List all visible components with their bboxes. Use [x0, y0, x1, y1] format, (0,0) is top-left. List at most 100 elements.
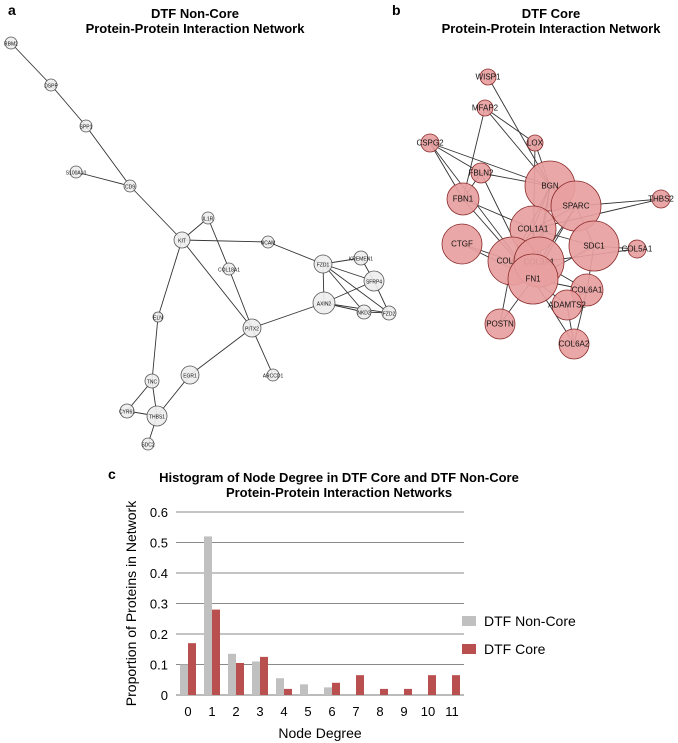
noncore-node-label-tnc: TNC — [147, 379, 158, 385]
noncore-node-fzd2: FZD2 — [381, 305, 397, 321]
noncore-node-ncam: NCAM — [261, 235, 275, 249]
chart-x-ticks: 0 1 2 3 4 5 6 7 8 9 10 11 — [184, 704, 458, 719]
bar-dtf-core-9 — [404, 688, 412, 695]
x-tick-label-11: 11 — [445, 704, 459, 719]
core-node-lox: LOX — [526, 134, 544, 152]
noncore-node-label-spp1: SPP1 — [80, 124, 93, 130]
noncore-node-label-col18a1: COL18A1 — [218, 267, 240, 273]
core-node-circle-ctgf — [441, 223, 483, 265]
panel-a-title: DTF Non-Core Protein-Protein Interaction… — [60, 6, 330, 36]
noncore-node-circle-sdc2 — [141, 437, 155, 451]
noncore-node-label-eln: ELN — [153, 315, 163, 321]
core-node-label-col6a1: COL6A1 — [572, 285, 603, 294]
noncore-node-circle-thbs1 — [146, 405, 168, 427]
core-node-cspg2: CSPG2 — [416, 133, 444, 153]
noncore-node-circle-kit — [173, 231, 191, 249]
noncore-node-label-dspp: DSPP — [44, 83, 58, 89]
bar-dtf-core-11 — [452, 675, 460, 695]
core-node-label-thbs2: THBS2 — [648, 194, 674, 203]
noncore-node-label-fzd1: FZD1 — [317, 262, 330, 268]
noncore-node-label-rbm2: RBM2 — [4, 41, 18, 47]
core-node-label-col6a2: COL6A2 — [559, 339, 590, 348]
noncore-node-cd9: CD9 — [123, 179, 137, 193]
noncore-edge-dspp-spp1 — [50, 84, 87, 127]
noncore-edge-kit-pitx2 — [181, 239, 253, 329]
core-node-circle-col5a1 — [627, 239, 647, 259]
core-node-circle-wisp1 — [479, 68, 497, 86]
bar-dtf-non-core-3 — [252, 661, 260, 695]
core-node-label-sdc1: SDC1 — [583, 241, 605, 250]
legend-label-dtf-non-core: DTF Non-Core — [484, 613, 576, 629]
noncore-node-circle-dspp — [44, 78, 58, 92]
bar-dtf-non-core-4 — [276, 678, 284, 695]
core-node-wisp1: WISP1 — [476, 68, 501, 86]
noncore-node-circle-rbm2 — [4, 36, 18, 50]
chart-bars — [180, 536, 460, 695]
core-node-label-fbn1: FBN1 — [453, 194, 474, 203]
y-tick-label-4: 0.4 — [150, 566, 168, 581]
chart-title: Histogram of Node Degree in DTF Core and… — [120, 470, 558, 500]
x-tick-label-4: 4 — [280, 704, 287, 719]
noncore-node-label-pitx2: PITX2 — [245, 326, 259, 332]
noncore-node-circle-egr1 — [180, 365, 200, 385]
noncore-node-kremen1: KREMEN1 — [349, 250, 373, 266]
core-node-label-col1a1: COL1A1 — [518, 224, 549, 233]
bar-dtf-core-0 — [188, 643, 196, 695]
chart-y-ticks: 0 0.1 0.2 0.3 0.4 0.5 0.6 — [150, 505, 168, 703]
y-tick-label-0: 0 — [161, 688, 168, 703]
noncore-node-circle-fzd1 — [313, 254, 333, 274]
core-node-postn: POSTN — [484, 308, 516, 340]
core-node-label-bgn: BGN — [541, 181, 559, 190]
noncore-node-label-kit: KIT — [178, 238, 186, 244]
noncore-node-circle-tnc — [144, 373, 160, 389]
noncore-node-circle-il1r — [201, 211, 215, 225]
legend-swatch-dtf-non-core — [462, 616, 476, 626]
core-node-circle-mfap2 — [476, 99, 494, 117]
noncore-node-sfrp4: SFRP4 — [363, 270, 385, 292]
noncore-node-s100a10: S100A10 — [66, 165, 87, 179]
x-tick-label-9: 9 — [400, 704, 407, 719]
noncore-node-label-kremen1: KREMEN1 — [349, 256, 373, 262]
bar-dtf-core-7 — [356, 675, 364, 695]
panel-b-title: DTF Core Protein-Protein Interaction Net… — [420, 6, 678, 36]
noncore-node-col18a1: COL18A1 — [218, 262, 240, 276]
noncore-node-circle-spp1 — [79, 119, 93, 133]
core-node-label-col1a2: COL1A2 — [497, 256, 528, 265]
core-node-col5a1: COL5A1 — [622, 239, 653, 259]
core-nodes: WISP1 MFAP2 LOX CSPG2 FBLN2 BGN SPARC THBS2 FBN1… — [416, 68, 674, 360]
core-node-mfap2: MFAP2 — [472, 99, 499, 117]
noncore-node-egr1: EGR1 — [180, 365, 200, 385]
core-node-circle-cspg2 — [420, 133, 440, 153]
core-node-circle-thbs2 — [651, 189, 671, 209]
noncore-node-circle-kremen1 — [353, 250, 369, 266]
noncore-node-circle-eln — [152, 311, 164, 323]
chart-title-line2: Protein-Protein Interaction Networks — [225, 485, 453, 500]
noncore-edge-kit-ncam — [181, 239, 269, 243]
noncore-edge-cd9-kit — [129, 185, 183, 241]
noncore-node-label-sfrp4: SFRP4 — [366, 279, 382, 285]
noncore-node-circle-fzd2 — [381, 305, 397, 321]
noncore-node-label-thbs1: THBS1 — [149, 414, 165, 420]
chart-legend: DTF Non-Core DTF Core — [462, 613, 576, 657]
core-node-label-ctgf: CTGF — [451, 239, 473, 248]
noncore-node-tnc: TNC — [144, 373, 160, 389]
bar-dtf-core-2 — [236, 662, 244, 695]
noncore-node-circle-col18a1 — [222, 262, 236, 276]
noncore-edge-il1r-col18a1 — [207, 217, 230, 270]
core-node-circle-postn — [484, 308, 516, 340]
core-node-label-postn: POSTN — [486, 319, 514, 328]
noncore-node-dspp: DSPP — [44, 78, 58, 92]
noncore-edge-kit-eln — [157, 239, 183, 318]
core-edge-mfap2-lox — [484, 107, 536, 144]
core-node-label-col5a1: COL5A1 — [622, 244, 653, 253]
noncore-node-circle-pitx2 — [242, 318, 262, 338]
core-node-fn1: FN1 — [507, 253, 559, 305]
noncore-edge-pitx2-axin2 — [251, 302, 325, 329]
panel-b-letter: b — [392, 2, 401, 18]
panel-a-title-line1: DTF Non-Core — [150, 6, 240, 21]
noncore-edge-eln-tnc — [151, 316, 159, 382]
noncore-node-axin2: AXIN2 — [312, 291, 336, 315]
legend-label-dtf-core: DTF Core — [484, 641, 546, 657]
noncore-edge-pitx2-egr1 — [189, 327, 253, 376]
